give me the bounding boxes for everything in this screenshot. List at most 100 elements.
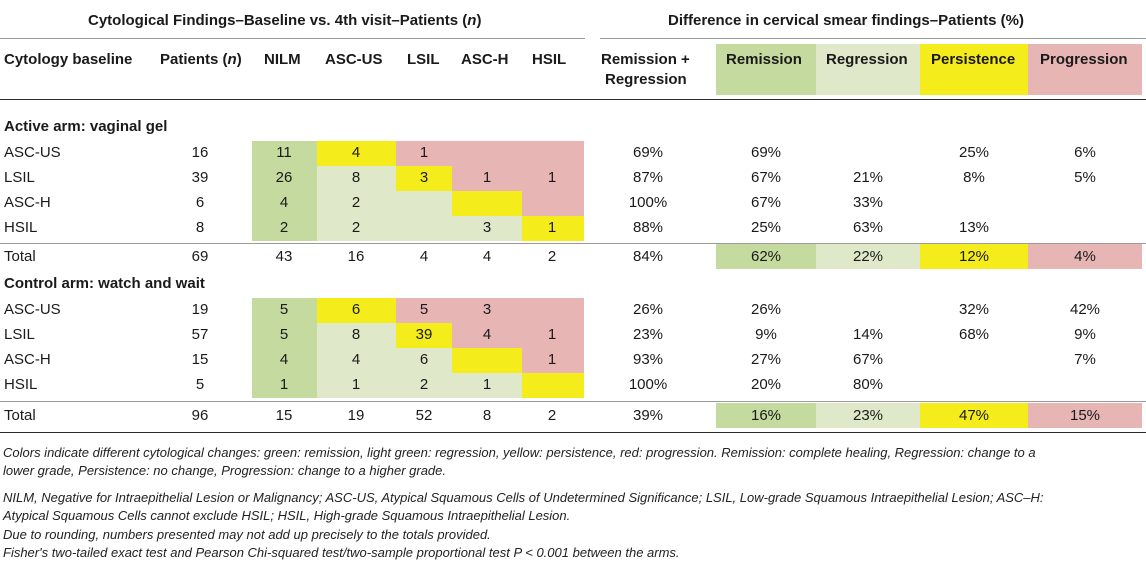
cell-remission: 9%	[755, 326, 777, 343]
cell-patients: 39	[191, 169, 209, 186]
cell-patients: 6	[195, 194, 205, 211]
cell-remreg: 93%	[632, 351, 664, 368]
cell-lsil: 2	[419, 376, 429, 393]
cell-nilm: 5	[279, 301, 289, 318]
cell-remission: 69%	[750, 144, 782, 161]
cell-regression: 21%	[852, 169, 884, 186]
col-cytology-baseline: Cytology baseline	[4, 51, 133, 68]
divider-header-bottom	[0, 99, 1146, 100]
cell-regression: 33%	[852, 194, 884, 211]
group-header-baseline: Cytological Findings–Baseline vs. 4th vi…	[88, 12, 481, 29]
control-total-regression-bg	[816, 403, 920, 428]
cell-label: LSIL	[4, 326, 35, 343]
cell-remreg: 100%	[628, 376, 668, 393]
cell-remission: 62%	[750, 248, 782, 265]
cell-hsil: 1	[547, 169, 557, 186]
cell-regression: 67%	[852, 351, 884, 368]
cell-nilm: 4	[279, 351, 289, 368]
cell-persistence: 8%	[963, 169, 985, 186]
divider-group-right	[600, 38, 1146, 39]
cell-ascus: 8	[351, 169, 361, 186]
cell-ascus: 2	[351, 194, 361, 211]
note-line-3: NILM, Negative for Intraepithelial Lesio…	[3, 490, 1044, 505]
cell-label: ASC-US	[4, 144, 61, 161]
active-ascus-ascus-bg	[317, 141, 396, 166]
control-asch-prog-bg	[522, 348, 584, 373]
active-ascus-nilm-bg	[252, 141, 317, 166]
cell-nilm: 1	[279, 376, 289, 393]
section-title-control: Control arm: watch and wait	[4, 275, 205, 292]
control-lsil-ascus-bg	[317, 323, 396, 348]
divider-control-total	[0, 401, 1146, 402]
active-asch-asch-bg	[452, 191, 522, 216]
cell-persistence: 13%	[958, 219, 990, 236]
divider-table-bottom	[0, 432, 1146, 433]
col-patients: Patients (n)	[160, 51, 242, 69]
cell-ascus: 6	[351, 301, 361, 318]
cell-progression: 7%	[1074, 351, 1096, 368]
active-total-remission-bg	[716, 244, 816, 269]
cell-label: Total	[4, 248, 36, 265]
cell-remission: 16%	[750, 407, 782, 424]
active-asch-nilm-bg	[252, 191, 317, 216]
divider-group-left	[0, 38, 585, 39]
col-remreg-line2: Regression	[605, 71, 687, 88]
cell-regression: 80%	[852, 376, 884, 393]
col-lsil: LSIL	[407, 51, 440, 68]
note-line-6: Fisher's two-tailed exact test and Pears…	[3, 545, 680, 560]
active-lsil-lsil-bg	[396, 166, 452, 191]
cell-asch: 3	[482, 301, 492, 318]
col-ascus: ASC-US	[325, 51, 383, 68]
cell-persistence: 47%	[958, 407, 990, 424]
group-header-baseline-close: )	[476, 12, 482, 29]
cell-lsil: 52	[415, 407, 433, 424]
cell-lsil: 5	[419, 301, 429, 318]
cell-remreg: 23%	[632, 326, 664, 343]
cell-patients: 96	[191, 407, 209, 424]
cell-progression: 9%	[1074, 326, 1096, 343]
cell-nilm: 2	[279, 219, 289, 236]
cell-label: LSIL	[4, 169, 35, 186]
cell-nilm: 5	[279, 326, 289, 343]
cell-progression: 6%	[1074, 144, 1096, 161]
active-hsil-nilm-bg	[252, 216, 317, 241]
col-remission: Remission	[726, 51, 802, 68]
cell-progression: 42%	[1069, 301, 1101, 318]
header-persistence-cell	[920, 44, 1028, 95]
active-ascus-prog-bg	[396, 141, 584, 166]
cell-remreg: 87%	[632, 169, 664, 186]
active-asch-prog-bg	[522, 191, 584, 216]
cell-label: ASC-US	[4, 301, 61, 318]
cell-lsil: 4	[419, 248, 429, 265]
cell-lsil: 3	[419, 169, 429, 186]
cell-hsil: 2	[547, 248, 557, 265]
section-title-active: Active arm: vaginal gel	[4, 118, 168, 135]
cell-regression: 23%	[852, 407, 884, 424]
col-regression: Regression	[826, 51, 908, 68]
cell-asch: 4	[482, 326, 492, 343]
note-line-2: lower grade, Persistence: no change, Pro…	[3, 463, 446, 478]
cell-lsil: 1	[419, 144, 429, 161]
cell-hsil: 2	[547, 407, 557, 424]
active-total-persistence-bg	[920, 244, 1028, 269]
header-remission-cell	[716, 44, 816, 95]
cell-remission: 67%	[750, 194, 782, 211]
control-total-progression-bg	[1028, 403, 1142, 428]
cell-patients: 69	[191, 248, 209, 265]
control-ascus-nilm-bg	[252, 298, 317, 323]
cell-remission: 20%	[750, 376, 782, 393]
note-line-4: Atypical Squamous Cells cannot exclude H…	[3, 508, 571, 523]
cell-progression: 15%	[1069, 407, 1101, 424]
control-hsil-nilm-bg	[252, 373, 317, 398]
cell-remission: 67%	[750, 169, 782, 186]
cell-regression: 14%	[852, 326, 884, 343]
active-lsil-nilm-bg	[252, 166, 317, 191]
cell-remreg: 39%	[632, 407, 664, 424]
col-progression: Progression	[1040, 51, 1128, 68]
cell-label: HSIL	[4, 219, 38, 236]
control-lsil-prog-bg	[452, 323, 584, 348]
col-persistence: Persistence	[931, 51, 1016, 68]
control-total-remission-bg	[716, 403, 816, 428]
control-asch-nilm-bg	[252, 348, 317, 373]
active-hsil-reg-bg	[317, 216, 522, 241]
